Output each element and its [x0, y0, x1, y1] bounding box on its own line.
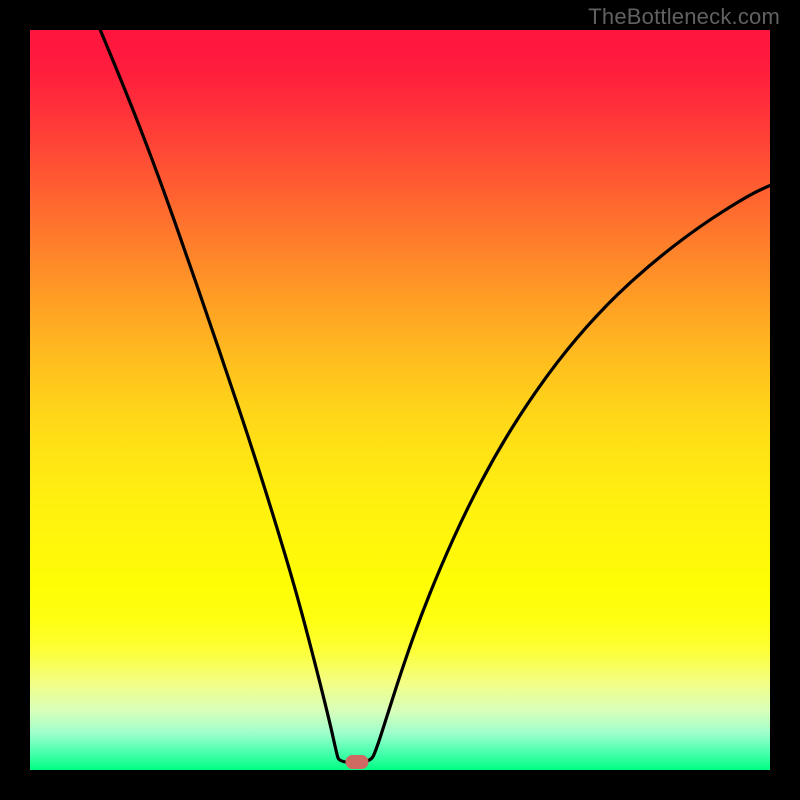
- plot-area: [30, 30, 770, 770]
- chart-frame: TheBottleneck.com: [0, 0, 800, 800]
- watermark-text: TheBottleneck.com: [588, 4, 780, 30]
- bottleneck-curve: [30, 30, 770, 770]
- optimal-point-marker: [346, 755, 369, 769]
